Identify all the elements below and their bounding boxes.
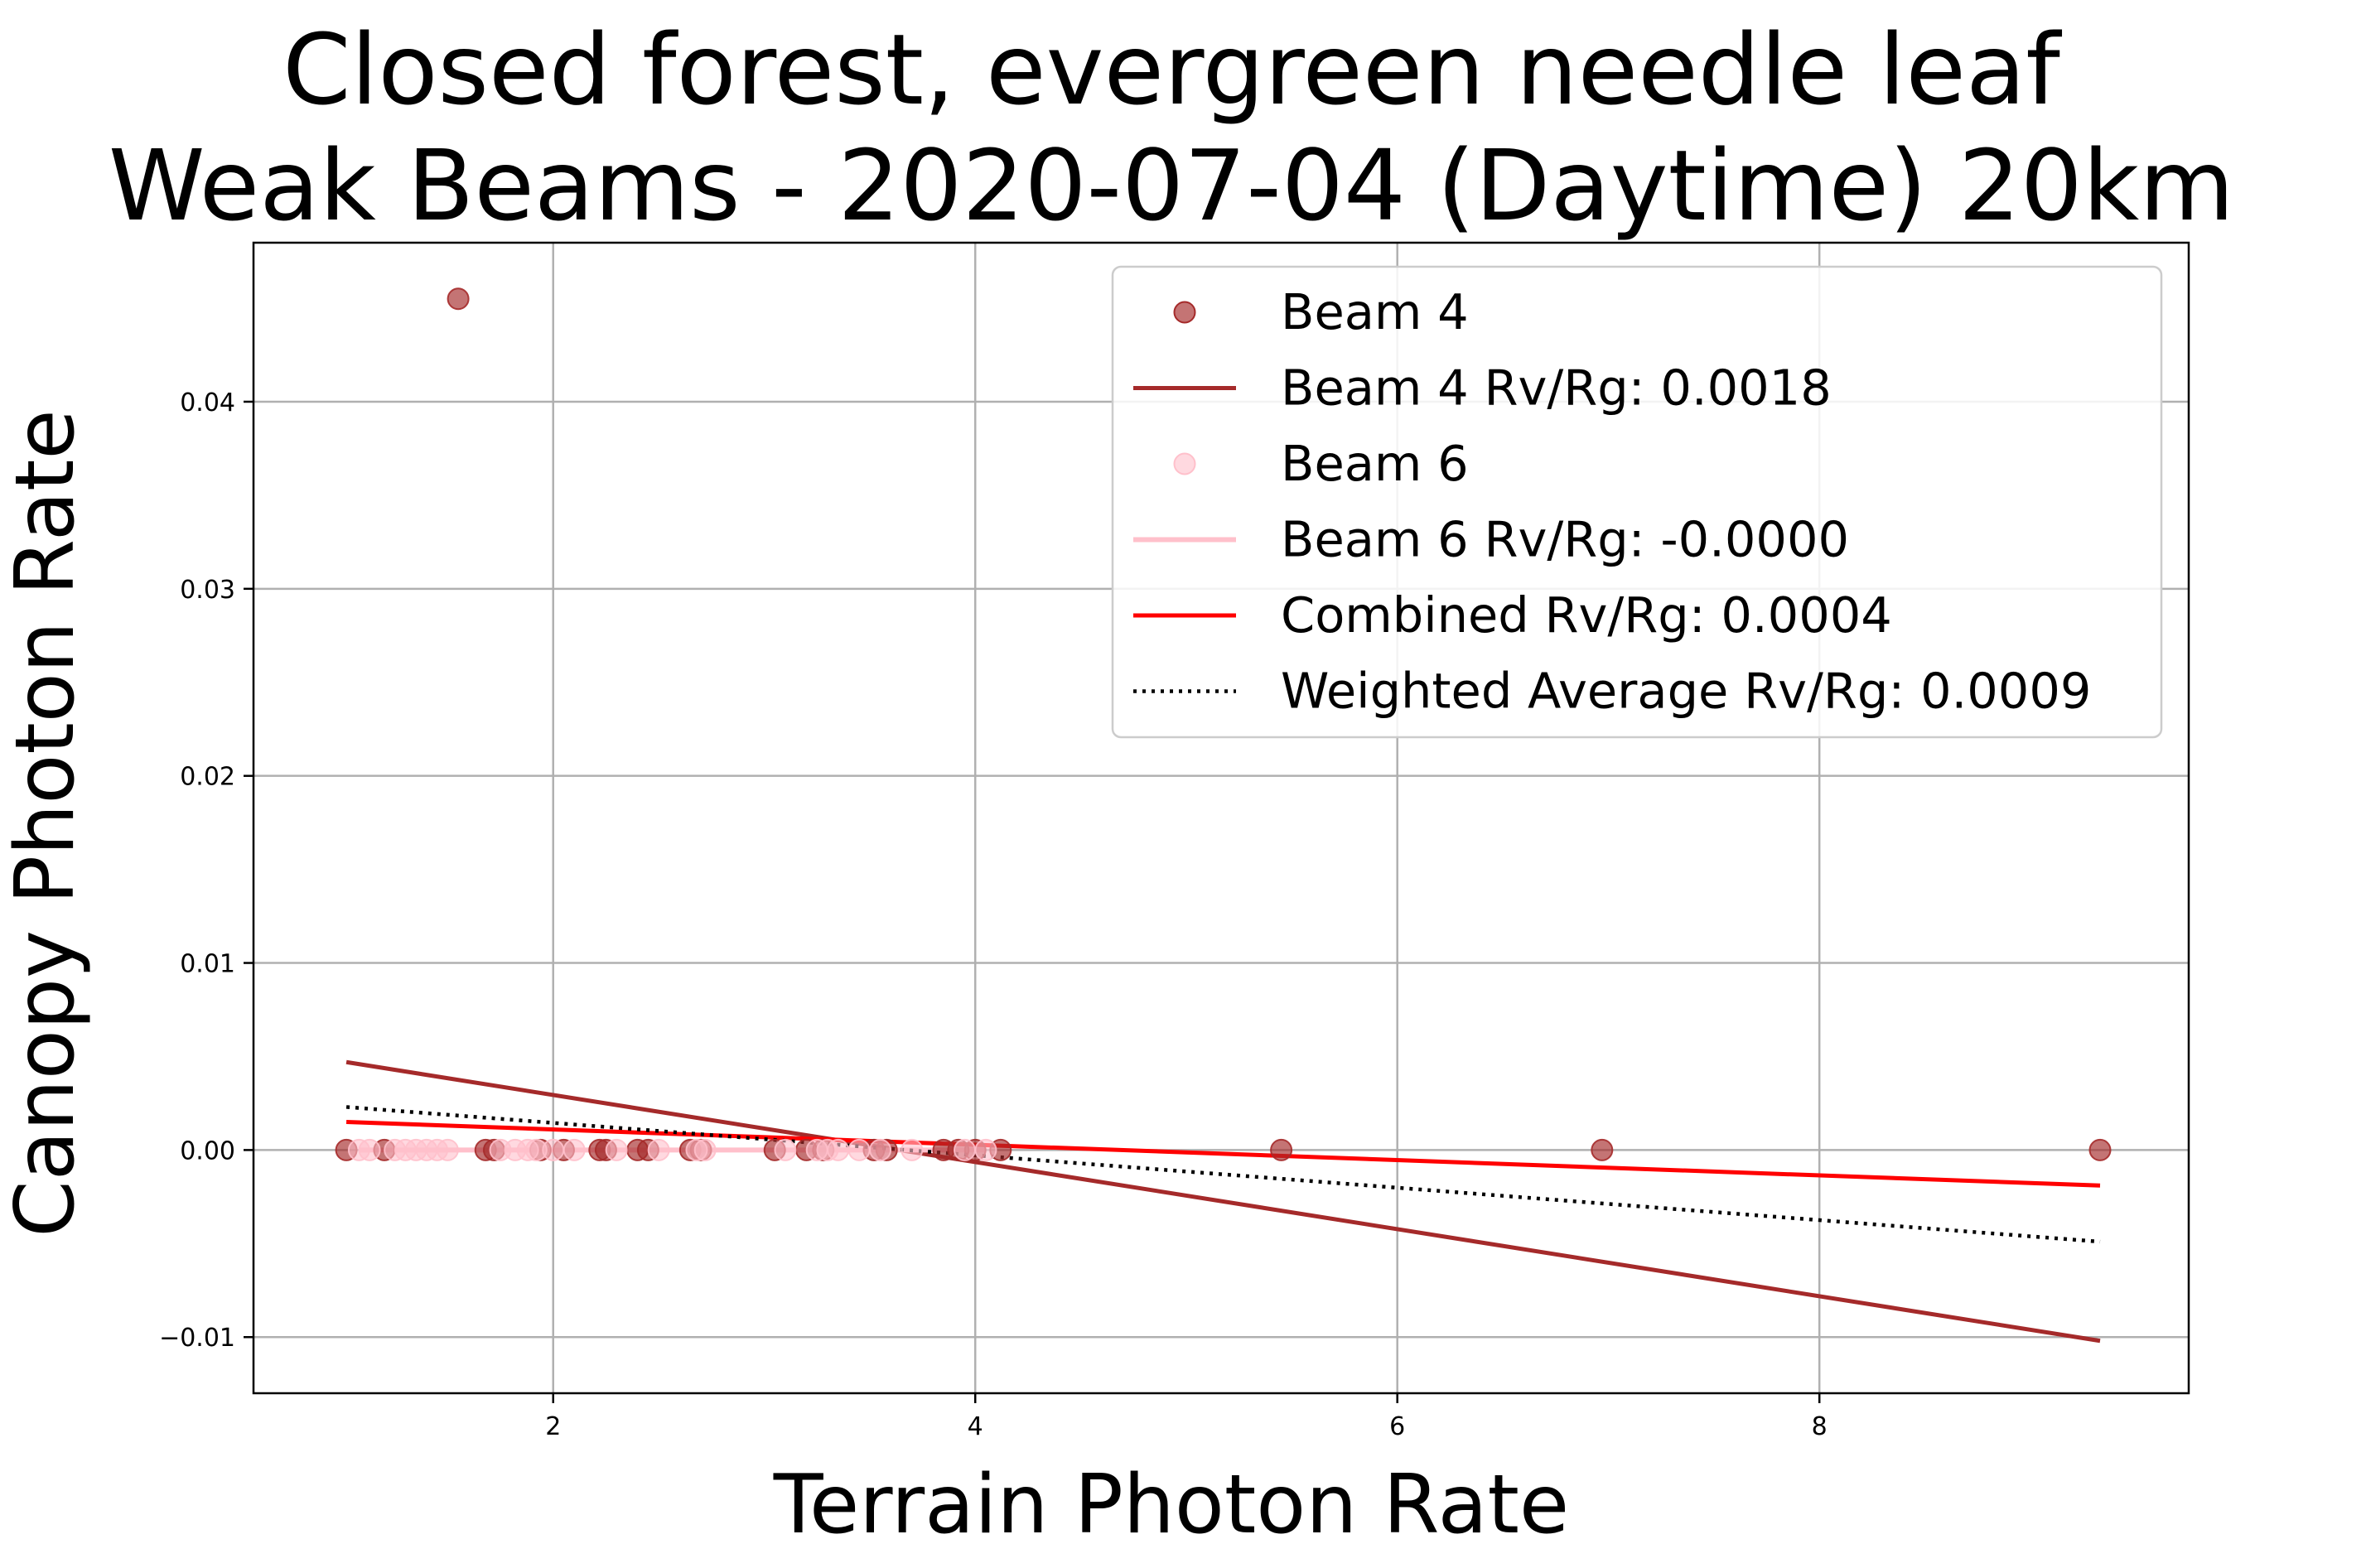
legend-box — [1111, 265, 2163, 739]
scatter-point — [542, 1138, 565, 1161]
scatter-point — [2088, 1138, 2112, 1161]
x-tick-label: 4 — [968, 1412, 983, 1441]
y-tick-label: 0.03 — [180, 576, 235, 605]
scatter-point — [693, 1138, 717, 1161]
x-tick-label: 2 — [545, 1412, 561, 1441]
x-tick-label: 6 — [1389, 1412, 1405, 1441]
legend-label: Beam 6 — [1281, 435, 1469, 492]
series-line — [345, 1059, 2101, 1344]
scatter-point — [901, 1138, 924, 1161]
scatter-point — [953, 1138, 976, 1161]
legend: Beam 4 Beam 4 Rv/Rg: 0.0018 Beam 6 Beam 6 R… — [1111, 265, 2163, 739]
fit-lines — [345, 1059, 2101, 1344]
scatter-point — [1270, 1138, 1293, 1161]
axis-ticks: 2 4 6 8 −0.01 0.00 0.01 0.02 0.03 0.04 — [159, 388, 1828, 1441]
series-line — [345, 1105, 2101, 1244]
scatter-point — [605, 1138, 628, 1161]
y-tick-label: −0.01 — [159, 1324, 235, 1353]
scatter-point — [647, 1138, 670, 1161]
scatter-point — [563, 1138, 586, 1161]
legend-label: Combined Rv/Rg: 0.0004 — [1281, 586, 1892, 644]
scatter-point — [774, 1138, 797, 1161]
chart-title-line-1: Closed forest, evergreen needle leaf — [282, 12, 2062, 127]
scatter-point — [358, 1138, 381, 1161]
y-tick-label: 0.01 — [180, 950, 235, 979]
y-tick-label: 0.04 — [180, 388, 235, 417]
scatter-point — [974, 1138, 997, 1161]
plot-area-frame — [252, 241, 2190, 1395]
legend-label: Beam 6 Rv/Rg: -0.0000 — [1281, 511, 1849, 568]
x-tick-label: 8 — [1812, 1412, 1828, 1441]
x-axis-label: Terrain Photon Rate — [773, 1458, 1569, 1552]
scatter-point — [869, 1138, 892, 1161]
scatter-point — [436, 1138, 459, 1161]
legend-label: Weighted Average Rv/Rg: 0.0009 — [1281, 663, 2091, 720]
legend-label: Beam 4 — [1281, 283, 1469, 340]
legend-marker — [1173, 452, 1196, 475]
chart-title-line-2: Weak Beams - 2020-07-04 (Daytime) 20km — [109, 128, 2234, 243]
y-tick-label: 0.00 — [180, 1136, 235, 1165]
scatter-point — [1591, 1138, 1614, 1161]
chart-title: Closed forest, evergreen needle leaf Wea… — [109, 12, 2234, 243]
scatter-point — [827, 1138, 850, 1161]
y-axis-label: Canopy Photon Rate — [0, 409, 93, 1237]
legend-marker — [1173, 301, 1196, 324]
scatter-point — [447, 287, 470, 311]
scatter-points — [335, 287, 2112, 1161]
legend-label: Beam 4 Rv/Rg: 0.0018 — [1281, 359, 1832, 417]
scatter-point — [847, 1138, 871, 1161]
y-tick-label: 0.02 — [180, 763, 235, 792]
series-line — [345, 1120, 2101, 1188]
